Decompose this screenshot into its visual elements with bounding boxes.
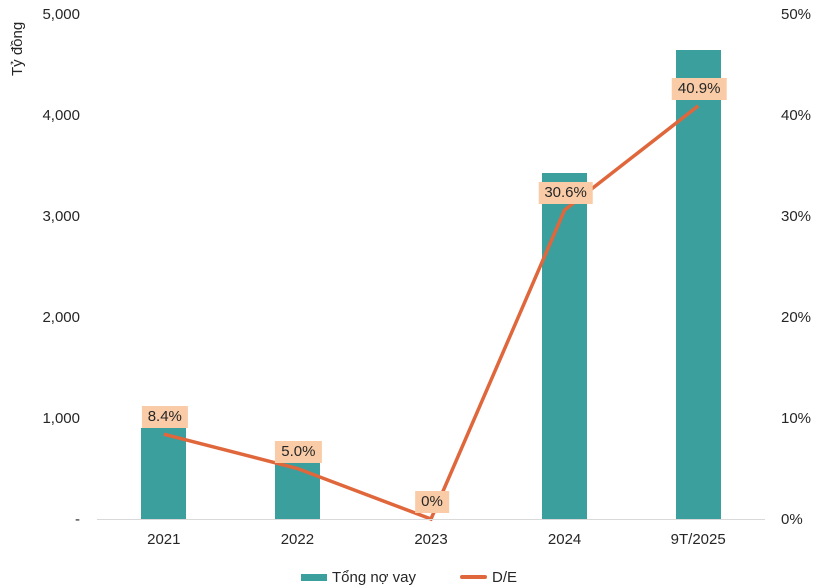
x-axis-label: 9T/2025 [670, 531, 726, 548]
left-axis-tick: 3,000 [42, 208, 80, 225]
x-axis-label: 2024 [547, 531, 582, 548]
left-axis-tick: 4,000 [42, 107, 80, 124]
bar-2021 [141, 428, 187, 519]
right-axis-tick: 30% [781, 208, 812, 225]
de-point-label-2023: 0% [415, 491, 449, 513]
left-axis-tick: 5,000 [42, 6, 80, 23]
legend-item-bar: Tổng nợ vay [300, 568, 417, 586]
right-axis-tick: 10% [781, 410, 812, 427]
x-axis-line [97, 519, 765, 520]
de-point-label-9T/2025: 40.9% [671, 77, 727, 100]
left-axis-tick: 1,000 [42, 410, 80, 427]
left-axis-tick: - [75, 511, 80, 528]
right-axis-tick: 20% [781, 309, 812, 326]
bar-9T/2025 [675, 50, 721, 519]
legend: Tổng nợ vay D/E [0, 565, 818, 588]
de-ratio-line [163, 104, 700, 522]
right-axis-tick: 40% [781, 107, 812, 124]
de-point-label-2021: 8.4% [141, 406, 188, 429]
x-axis-label: 2022 [280, 531, 315, 548]
line-legend-label: D/E [492, 568, 518, 586]
right-axis-tick: 0% [781, 511, 803, 528]
bar-legend-swatch [300, 573, 327, 581]
right-axis-tick: 50% [781, 6, 812, 23]
bar-legend-label: Tổng nợ vay [331, 568, 417, 586]
de-point-label-2024: 30.6% [538, 181, 593, 204]
bar-2024 [542, 172, 588, 519]
x-axis-label: 2023 [414, 531, 448, 548]
legend-item-line: D/E [460, 569, 517, 586]
line-legend-swatch [460, 575, 488, 579]
x-axis-label: 2021 [147, 531, 181, 548]
left-axis-tick: 2,000 [42, 309, 80, 326]
de-point-label-2022: 5.0% [275, 440, 322, 463]
bar-2022 [274, 460, 320, 519]
